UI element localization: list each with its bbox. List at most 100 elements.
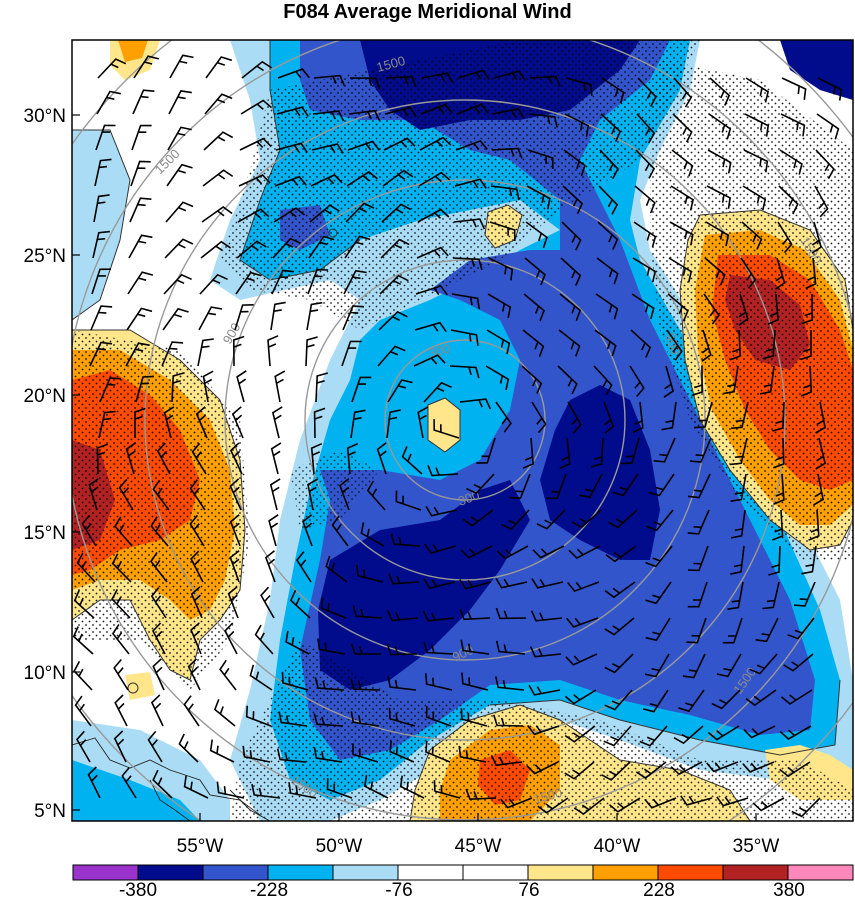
wind-barb [536, 509, 566, 530]
wind-barb [742, 761, 775, 773]
wind-barb [423, 381, 452, 403]
wind-barb [73, 661, 93, 691]
wind-barb [239, 137, 272, 151]
wind-barb [562, 185, 584, 215]
wind-barb [495, 607, 527, 620]
colorbar-swatch [202, 864, 269, 881]
wind-barb [678, 689, 705, 713]
wind-barb [621, 437, 640, 465]
wind-barb [399, 775, 425, 799]
wind-barb [388, 573, 420, 585]
wind-barb [603, 725, 632, 747]
wind-barb [150, 516, 169, 547]
wind-barb [523, 293, 545, 322]
wind-barb [560, 257, 582, 286]
wind-barb [385, 75, 417, 88]
wind-barb [459, 398, 492, 410]
wind-barb [171, 372, 185, 403]
wind-barb [289, 589, 311, 619]
wind-barb [453, 218, 486, 230]
wind-barb [89, 341, 113, 367]
wind-barb [352, 743, 379, 763]
wind-barb [653, 437, 676, 463]
wind-barb [745, 689, 777, 707]
wind-barb [488, 257, 514, 281]
wind-barb [272, 237, 301, 259]
wind-barb [709, 77, 731, 106]
wind-barb [500, 509, 530, 530]
wind-barb [125, 442, 137, 475]
wind-barb [741, 221, 763, 250]
wind-barb [492, 107, 525, 119]
wind-barb [800, 365, 813, 397]
wind-barb [275, 142, 308, 153]
wind-barb [425, 706, 452, 727]
wind-barb [114, 694, 128, 727]
wind-barb [395, 490, 422, 511]
wind-barb [772, 509, 784, 541]
wind-barb [780, 689, 813, 705]
wind-barb [202, 169, 234, 187]
wind-barb [705, 221, 730, 247]
wind-barb [339, 478, 350, 511]
wind-barb [452, 257, 483, 271]
wind-barb [91, 268, 112, 295]
wind-barb [768, 545, 781, 576]
wind-barb [378, 310, 408, 331]
wind-barb [314, 677, 345, 691]
longitude-axis: 55°W 50°W 45°W 40°W 35°W [177, 813, 779, 857]
wind-barb [524, 257, 546, 286]
wind-barb [691, 365, 703, 397]
wind-barb [608, 797, 641, 813]
wind-barb [209, 739, 235, 763]
wind-barb [633, 221, 657, 248]
wind-barb [466, 473, 495, 495]
wind-barb [326, 778, 353, 799]
wind-barb [465, 788, 497, 801]
wind-barb [166, 163, 193, 187]
wind-barb [670, 185, 695, 211]
wind-barb [189, 514, 205, 547]
colorbar-label-76: 76 [518, 880, 539, 900]
lat-label-30n: 30°N [24, 106, 66, 127]
map-title: F084 Average Meridional Wind [283, 1, 572, 23]
wind-barb [522, 437, 534, 469]
wind-barb [669, 221, 694, 246]
wind-barb [546, 473, 567, 500]
wind-barb [752, 797, 785, 812]
wind-barb [302, 514, 313, 547]
wind-barb [783, 653, 814, 672]
wind-barb [689, 437, 712, 463]
wind-barb [129, 197, 152, 223]
wind-barb [688, 473, 711, 499]
wind-barb [704, 257, 726, 286]
lon-label-45w: 45°W [455, 836, 502, 857]
wind-barb [703, 293, 720, 325]
wind-barb [561, 221, 582, 251]
wind-barb [81, 514, 97, 547]
wind-barb [707, 725, 740, 741]
wind-barb [183, 775, 209, 799]
wind-barb [558, 329, 581, 357]
lat-label-15n: 15°N [24, 523, 66, 544]
wind-barb [815, 437, 827, 470]
wind-barb [350, 678, 381, 691]
wind-barb [459, 579, 492, 590]
wind-barb [417, 406, 429, 439]
wind-barb [800, 330, 812, 361]
wind-barb [816, 113, 840, 140]
wind-barb [485, 365, 510, 391]
wind-barb [381, 203, 412, 223]
wind-barb [701, 329, 712, 362]
wind-barb [425, 741, 451, 763]
wind-barb [530, 610, 563, 622]
wind-barb [113, 658, 129, 691]
wind-barb [571, 509, 602, 529]
wind-barb [202, 370, 214, 403]
wind-barb [271, 406, 283, 439]
wind-barb [425, 505, 458, 517]
wind-barb [461, 672, 489, 691]
wind-barb [801, 545, 817, 575]
wind-barb [723, 365, 739, 395]
wind-barb [76, 552, 96, 583]
